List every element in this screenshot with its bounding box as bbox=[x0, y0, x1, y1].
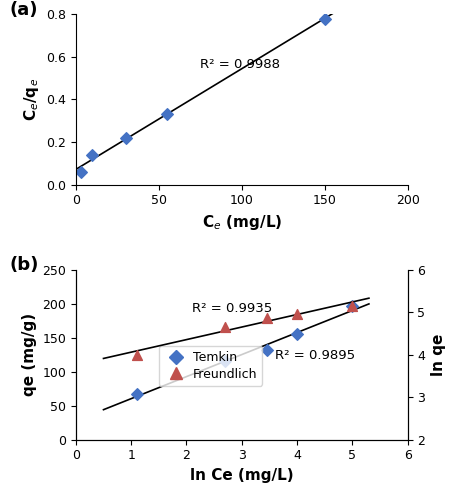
Y-axis label: C$_e$/q$_e$: C$_e$/q$_e$ bbox=[21, 78, 41, 121]
Point bbox=[122, 134, 129, 142]
Point bbox=[133, 351, 140, 358]
Text: (a): (a) bbox=[9, 1, 38, 19]
X-axis label: C$_e$ (mg/L): C$_e$ (mg/L) bbox=[201, 213, 282, 232]
Point bbox=[293, 310, 301, 318]
Text: R² = 0.9988: R² = 0.9988 bbox=[200, 57, 280, 71]
Point bbox=[348, 302, 356, 310]
Y-axis label: qe (mg/g): qe (mg/g) bbox=[22, 313, 36, 396]
Point bbox=[163, 111, 171, 118]
Point bbox=[263, 314, 270, 322]
Point bbox=[321, 15, 328, 23]
Text: (b): (b) bbox=[9, 256, 39, 274]
Point bbox=[133, 390, 140, 398]
Y-axis label: ln qe: ln qe bbox=[431, 333, 446, 376]
Point bbox=[348, 302, 356, 310]
Point bbox=[263, 346, 270, 354]
Point bbox=[293, 330, 301, 338]
Point bbox=[221, 357, 229, 365]
Text: R² = 0.9935: R² = 0.9935 bbox=[192, 302, 272, 315]
Point bbox=[89, 151, 96, 158]
Legend: Temkin, Freundlich: Temkin, Freundlich bbox=[159, 346, 262, 386]
Point bbox=[221, 323, 229, 331]
Point bbox=[77, 168, 85, 176]
Text: R² = 0.9895: R² = 0.9895 bbox=[275, 349, 355, 362]
X-axis label: ln Ce (mg/L): ln Ce (mg/L) bbox=[190, 468, 293, 483]
